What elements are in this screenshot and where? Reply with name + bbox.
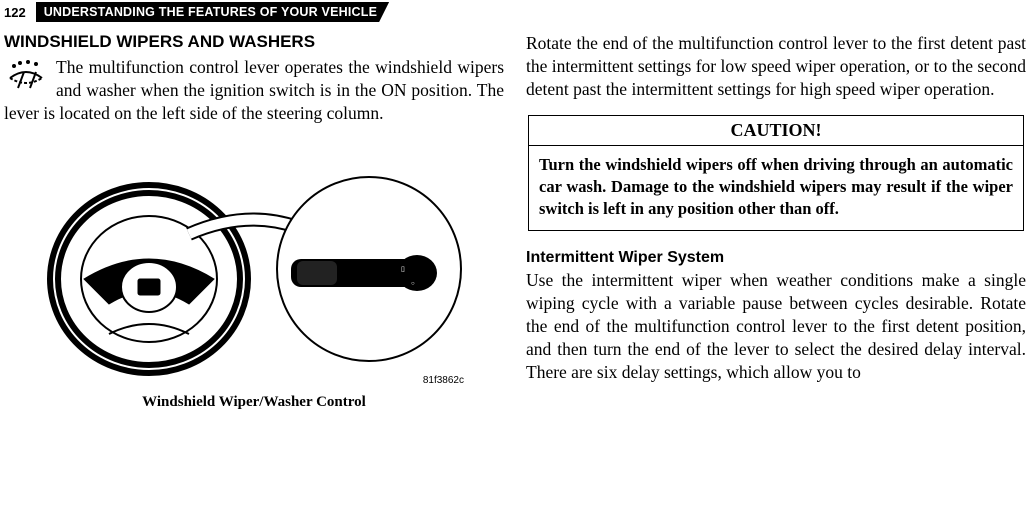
svg-text:◇: ◇ (389, 250, 395, 257)
section-heading-wipers: WINDSHIELD WIPERS AND WASHERS (4, 32, 504, 52)
wiper-control-figure: ◇ ▯ ○ 81f3862c Windshield Wiper/Washer C… (4, 139, 504, 411)
figure-id: 81f3862c (4, 375, 504, 386)
page-number: 122 (0, 5, 36, 20)
wiper-washer-icon (4, 58, 48, 102)
page-header: 122 UNDERSTANDING THE FEATURES OF YOUR V… (0, 0, 1032, 24)
content-columns: WINDSHIELD WIPERS AND WASHERS (0, 24, 1032, 523)
svg-text:○: ○ (411, 281, 415, 287)
caution-title: CAUTION! (529, 116, 1023, 146)
figure-caption: Windshield Wiper/Washer Control (4, 394, 504, 411)
wiper-speed-paragraph: Rotate the end of the multifunction cont… (526, 32, 1026, 101)
intermittent-heading: Intermittent Wiper System (526, 249, 1026, 267)
header-title: UNDERSTANDING THE FEATURES OF YOUR VEHIC… (36, 2, 389, 22)
wipers-intro-text: The multifunction control lever operates… (4, 57, 504, 123)
wiper-control-illustration: ◇ ▯ ○ (39, 139, 469, 389)
svg-text:▯: ▯ (401, 266, 405, 273)
intermittent-paragraph: Use the intermittent wiper when weather … (526, 269, 1026, 384)
caution-box: CAUTION! Turn the windshield wipers off … (528, 115, 1024, 230)
right-column: Rotate the end of the multifunction cont… (526, 32, 1026, 523)
wipers-intro-paragraph: The multifunction control lever operates… (4, 56, 504, 125)
caution-body: Turn the windshield wipers off when driv… (529, 146, 1023, 229)
left-column: WINDSHIELD WIPERS AND WASHERS (4, 32, 504, 523)
page-root: 122 UNDERSTANDING THE FEATURES OF YOUR V… (0, 0, 1032, 523)
